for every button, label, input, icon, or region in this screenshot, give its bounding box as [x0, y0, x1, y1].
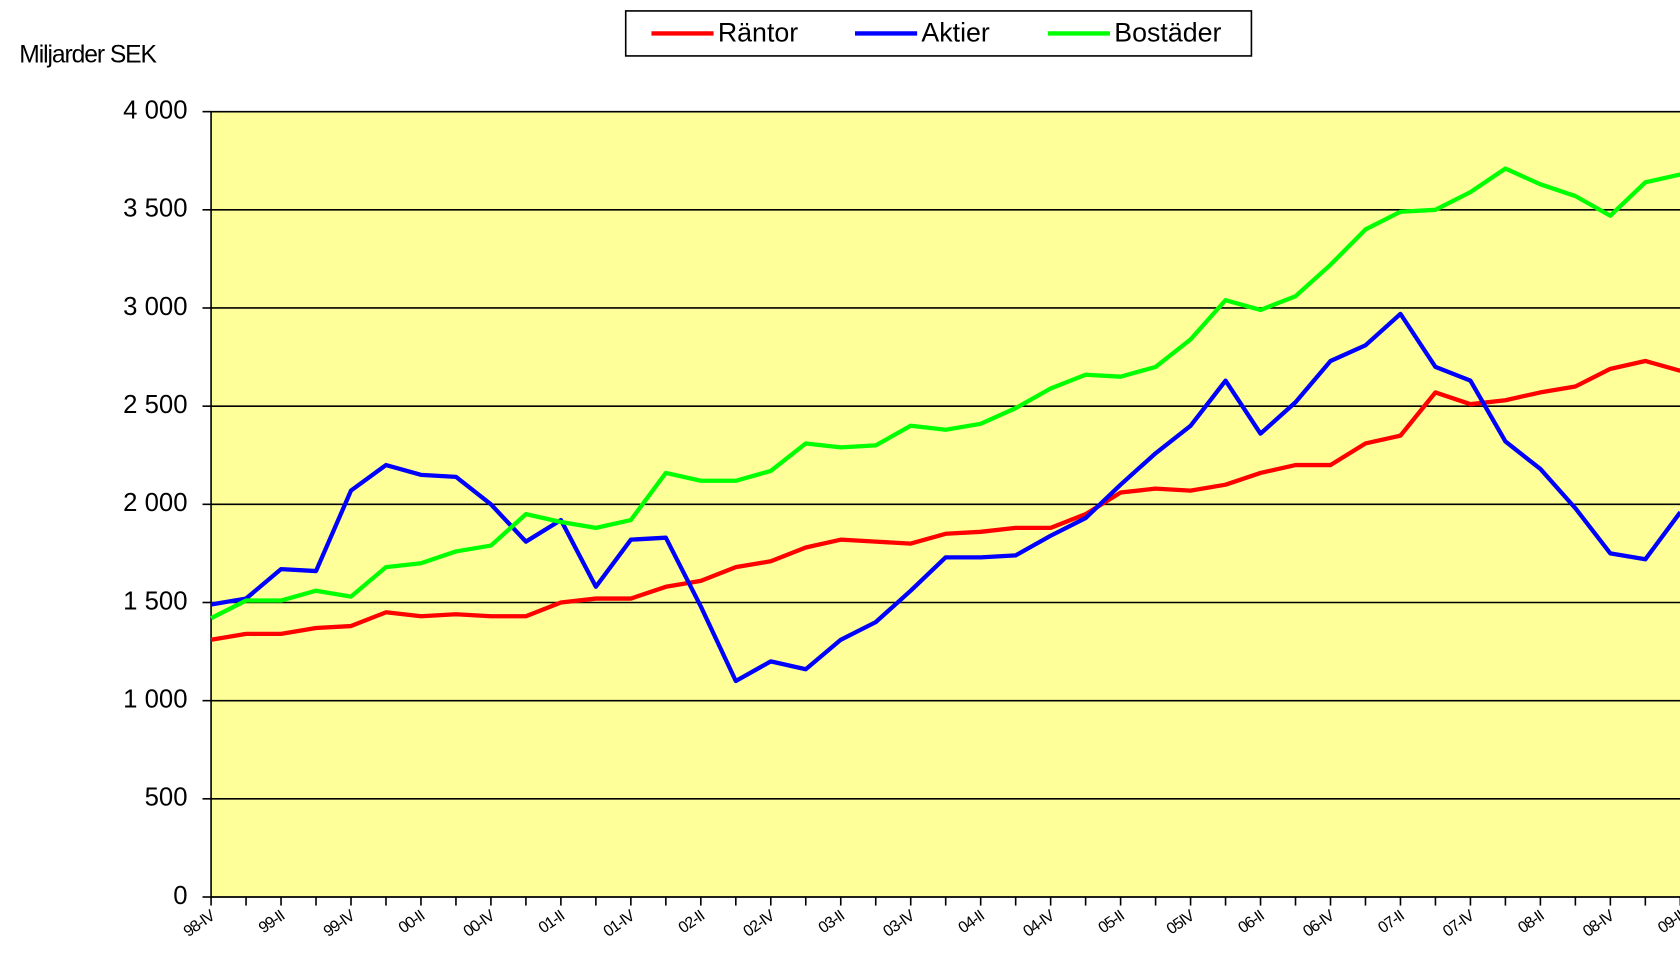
x-tick-label: 08-II [1515, 907, 1547, 937]
legend-label: Räntor [718, 18, 798, 48]
x-tick-label: 09-II [1655, 907, 1680, 937]
y-tick-label: 4 000 [123, 96, 187, 124]
x-tick-label: 05IV [1163, 906, 1198, 938]
x-tick-label: 02-II [675, 907, 707, 937]
data-line [210, 358, 1680, 642]
y-tick-label: 500 [145, 784, 188, 812]
x-tick-label: 00-II [395, 907, 427, 937]
y-tick-label: 2 500 [123, 391, 187, 419]
y-tick-label: 1 500 [123, 587, 187, 615]
x-tick-label: 04-II [955, 907, 987, 937]
x-tick-label: 07-IV [1440, 906, 1478, 940]
y-tick-label: 3 500 [123, 195, 187, 223]
x-tick-label: 05-II [1095, 907, 1127, 937]
x-tick-label: 99-IV [320, 906, 358, 940]
x-tick-label: 04-IV [1020, 906, 1058, 940]
data-line [210, 311, 1680, 684]
legend-label: Bostäder [1114, 18, 1221, 48]
x-tick-label: 99-II [255, 907, 287, 937]
y-axis-label: Miljarder SEK [19, 41, 157, 68]
x-tick-label: 06-II [1235, 907, 1267, 937]
y-tick-label: 0 [173, 882, 187, 910]
x-tick-label: 06-IV [1300, 906, 1338, 940]
x-tick-label: 08-IV [1580, 906, 1618, 940]
x-tick-label: 07-II [1375, 907, 1407, 937]
x-tick-label: 03-IV [880, 906, 918, 940]
x-tick-label: 02-IV [740, 906, 778, 940]
legend-label: Aktier [921, 18, 990, 48]
x-tick-label: 00-IV [460, 906, 498, 940]
x-tick-label: 03-II [815, 907, 847, 937]
x-tick-label: 98-IV [180, 906, 218, 940]
y-tick-label: 1 000 [123, 685, 187, 713]
data-line [210, 166, 1680, 621]
x-tick-label: 01-II [535, 907, 567, 937]
legend-box [624, 10, 1253, 57]
y-tick-label: 3 000 [123, 293, 187, 321]
x-tick-label: 01-IV [600, 906, 638, 940]
y-tick-label: 2 000 [123, 489, 187, 517]
